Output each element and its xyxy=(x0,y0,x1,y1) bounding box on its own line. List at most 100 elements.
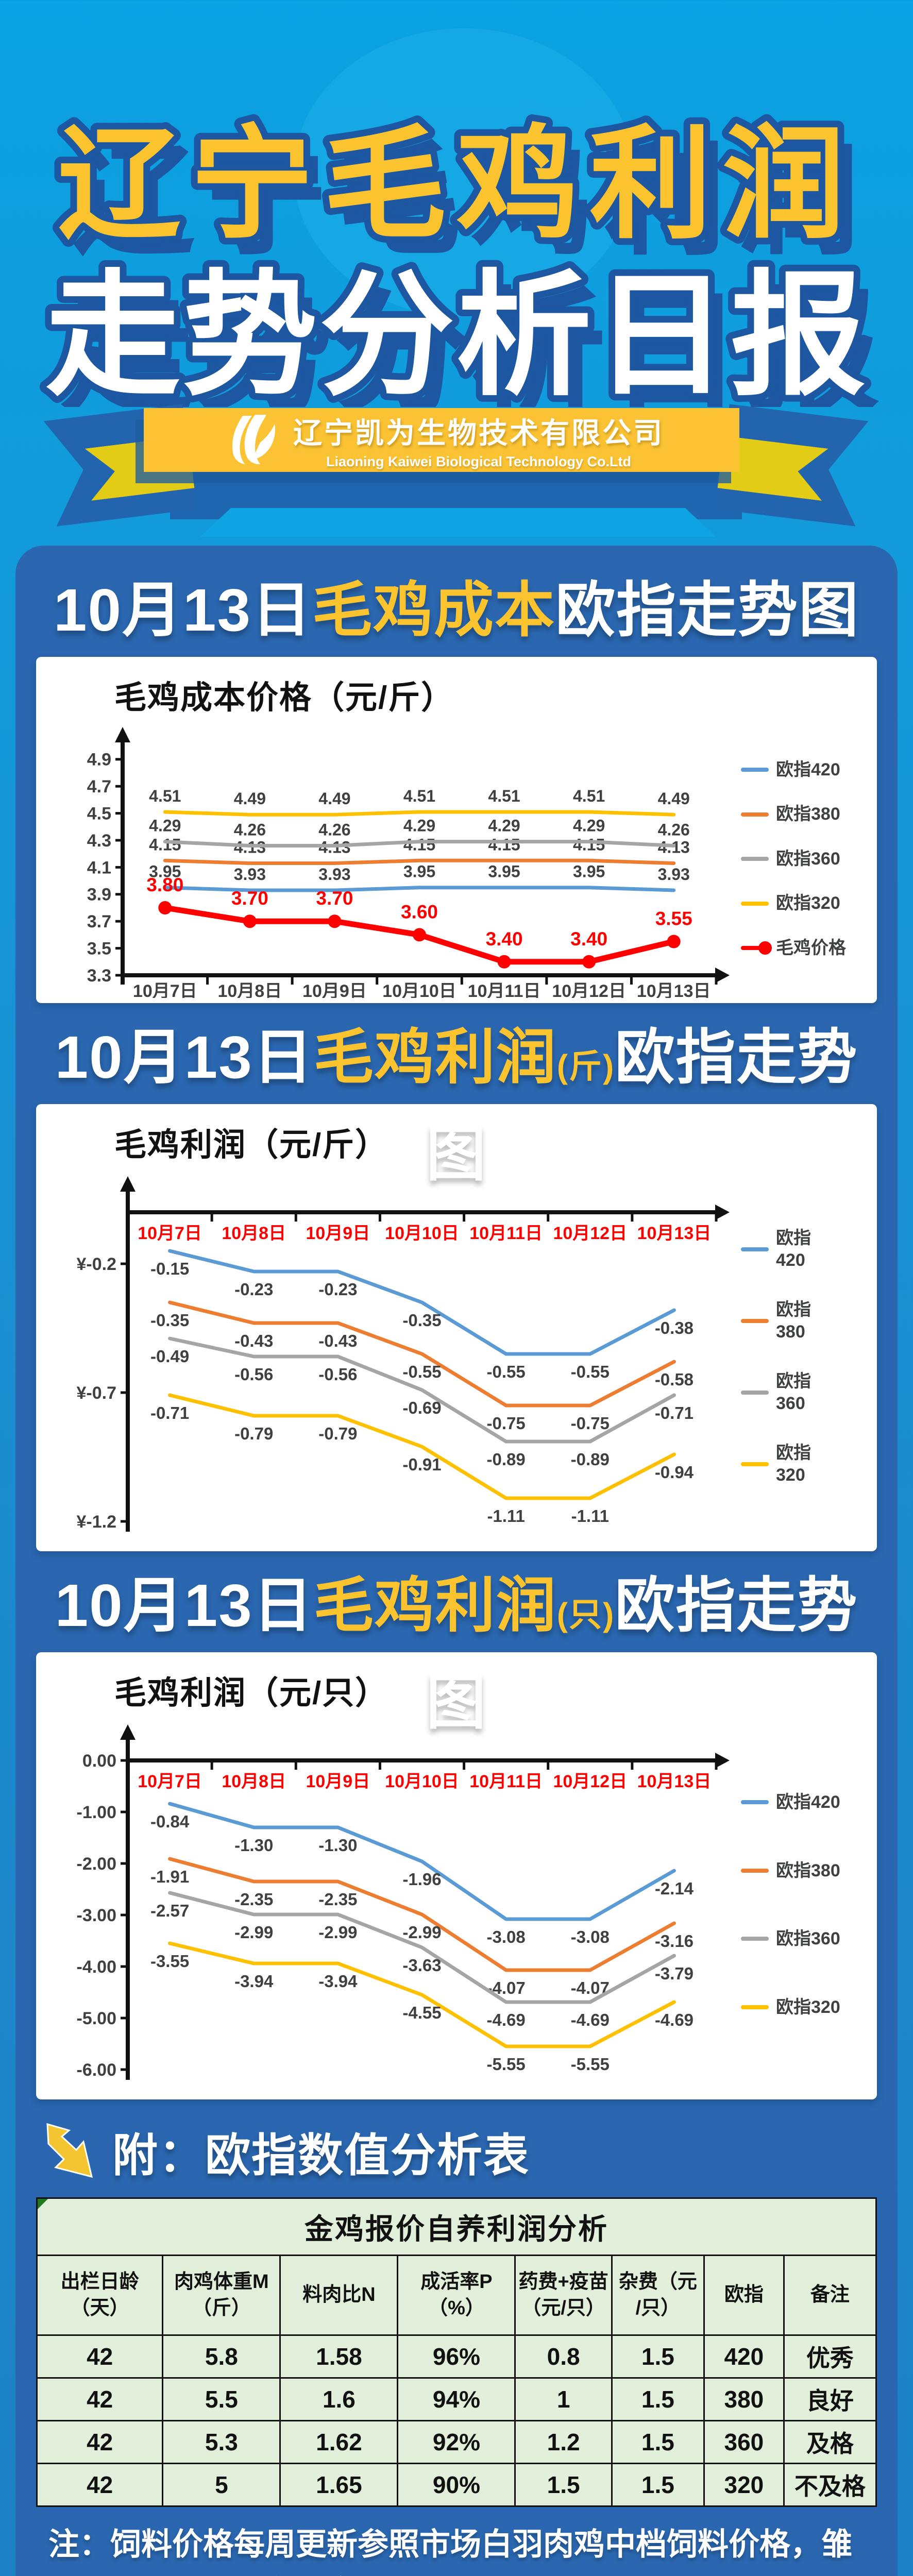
data-label: -1.11 xyxy=(571,1506,609,1526)
data-label: -0.84 xyxy=(150,1812,190,1831)
data-label: -0.43 xyxy=(318,1331,357,1350)
data-label: -2.99 xyxy=(318,1923,357,1942)
data-label: -4.55 xyxy=(402,2003,441,2022)
data-label: -5.55 xyxy=(571,2055,610,2074)
y-tick-label: -2.00 xyxy=(77,1854,117,1874)
x-category-label: 10月8日 xyxy=(217,981,282,998)
table-cell: 1.58 xyxy=(279,2334,399,2379)
data-label: -2.35 xyxy=(318,1890,357,1909)
table-cell: 良好 xyxy=(783,2377,877,2421)
y-tick-label: ¥-1.2 xyxy=(77,1512,117,1532)
note-text: 注：饲料价格每周更新参照市场白羽肉鸡中档饲料价格，雏价和毛鸡价参照金鸡报价沈阳高… xyxy=(48,2527,852,2576)
table-header-cell: 药费+疫苗 （元/只） xyxy=(514,2255,613,2336)
table-cell: 92% xyxy=(397,2420,516,2464)
legend-item-欧指420: 欧指420 xyxy=(741,759,840,781)
data-label: 4.49 xyxy=(658,789,690,808)
company-name-cn: 辽宁凯为生物技术有限公司 xyxy=(293,417,664,449)
legend-label: 欧指420 xyxy=(776,759,840,779)
cost-chart-legend: 欧指420 欧指380 欧指360 欧指320 毛鸡价格 xyxy=(741,720,863,998)
profit-per-jin-line-chart: ¥-0.2 ¥-0.7 ¥-1.2 10月7日 10月8日 10月9日 10月10日 10月1… xyxy=(77,1176,730,1532)
legend-swatch xyxy=(741,941,772,955)
x-category-label: 10月7日 xyxy=(138,1224,202,1243)
table-cell: 1.65 xyxy=(279,2463,399,2507)
data-label: -0.23 xyxy=(318,1280,357,1299)
data-label: -2.35 xyxy=(234,1890,273,1909)
company-name-en: Liaoning Kaiwei Biological Technology Co… xyxy=(326,454,631,469)
legend-label: 欧指420 xyxy=(776,1792,840,1812)
data-label: -0.79 xyxy=(318,1424,357,1443)
data-label: -1.11 xyxy=(487,1506,525,1526)
series-line-欧指320 xyxy=(168,1941,676,2048)
x-category-label: 10月7日 xyxy=(133,981,197,998)
legend-label: 欧指380 xyxy=(776,1860,840,1880)
data-label: -0.23 xyxy=(234,1280,273,1299)
data-label: -3.08 xyxy=(571,1927,610,1946)
data-label: -0.35 xyxy=(402,1311,441,1330)
data-label: 3.95 xyxy=(573,862,605,881)
x-category-label: 10月12日 xyxy=(553,1772,627,1791)
legend-swatch xyxy=(741,812,769,817)
data-label: 4.29 xyxy=(573,817,605,835)
table-cell: 380 xyxy=(703,2377,785,2421)
x-category-label: 10月11日 xyxy=(469,1772,543,1791)
data-label: -4.69 xyxy=(571,2010,610,2029)
poster-title-line1-group: 辽宁毛鸡利润 辽宁毛鸡利润 xyxy=(51,110,859,269)
table-cell: 42 xyxy=(36,2334,164,2379)
header-suffix: 欧指走势图 xyxy=(555,577,860,643)
legend-swatch xyxy=(741,1462,769,1466)
data-label: -0.71 xyxy=(655,1403,694,1422)
data-label: 3.95 xyxy=(488,862,520,881)
data-label: -0.79 xyxy=(234,1424,273,1443)
data-label: 3.70 xyxy=(231,888,268,909)
legend-swatch xyxy=(741,1318,769,1323)
y-tick-label: -5.00 xyxy=(77,2009,117,2028)
header-date: 10月13日 xyxy=(55,1024,314,1091)
data-label: -0.56 xyxy=(234,1365,273,1384)
table-cell: 420 xyxy=(703,2334,785,2379)
data-label: -3.94 xyxy=(234,1972,274,1991)
y-axis-arrow xyxy=(115,727,130,742)
series-marker xyxy=(328,914,342,928)
legend-label: 欧指320 xyxy=(776,893,840,913)
legend-swatch xyxy=(741,2005,769,2009)
data-label: 3.60 xyxy=(401,901,438,922)
legend-swatch xyxy=(741,857,769,861)
x-category-label: 10月13日 xyxy=(637,1224,712,1243)
chart-title-profit-jin: 毛鸡利润（元/斤） xyxy=(114,1127,388,1163)
data-label: -0.43 xyxy=(234,1331,273,1350)
data-label: 3.95 xyxy=(403,862,435,881)
x-category-label: 10月12日 xyxy=(553,1224,627,1243)
legend-item-欧指320: 欧指320 xyxy=(741,1996,840,2019)
table-header-cell: 出栏日龄 （天） xyxy=(36,2255,164,2336)
data-label: -2.14 xyxy=(655,1879,694,1898)
y-tick-label: -6.00 xyxy=(77,2060,117,2080)
table-cell: 360 xyxy=(703,2420,785,2464)
x-category-label: 10月11日 xyxy=(469,1224,543,1243)
y-axis-arrow xyxy=(120,1724,136,1740)
table-cell: 1.62 xyxy=(279,2420,399,2464)
table-cell: 42 xyxy=(36,2463,164,2507)
data-label: -3.63 xyxy=(402,1956,441,1975)
series-line-欧指360 xyxy=(163,840,676,848)
x-category-label: 10月13日 xyxy=(637,981,711,998)
series-marker xyxy=(497,955,511,969)
y-tick-label: 4.3 xyxy=(87,831,111,851)
data-label: -0.49 xyxy=(150,1347,189,1366)
legend-label: 欧指360 xyxy=(776,849,840,869)
data-label: 4.26 xyxy=(234,820,266,839)
y-tick-label: 4.1 xyxy=(87,858,111,877)
x-category-label: 10月11日 xyxy=(468,981,541,998)
legend-swatch xyxy=(741,1247,769,1251)
annex-arrow-icon xyxy=(46,2123,93,2178)
table-cell: 42 xyxy=(36,2377,164,2421)
data-label: -1.30 xyxy=(318,1836,357,1855)
data-label: 3.93 xyxy=(658,865,690,884)
table-header-cell: 成活率P （%） xyxy=(397,2255,516,2336)
analysis-table: 金鸡报价自养利润分析 出栏日龄 （天） 肉鸡体重M （斤） 料肉比N 成活率P （%）… xyxy=(36,2197,877,2507)
table-row: 42 5.8 1.58 96% 0.8 1.5 420 优秀 xyxy=(36,2334,877,2379)
data-label: -0.55 xyxy=(487,1362,526,1381)
